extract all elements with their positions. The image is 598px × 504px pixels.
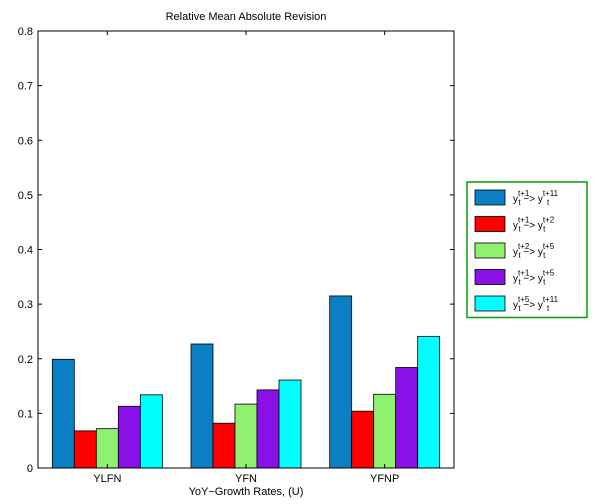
bars-group [51,295,441,469]
legend-swatch-series-4 [474,269,506,285]
bar-yfnp-series-2 [351,410,375,469]
y-tick-label: 0.7 [18,81,33,93]
bar-yfn-series-2 [212,422,236,469]
bar-ylfn-series-4 [117,405,141,469]
legend-swatch-series-1 [474,189,506,206]
bar-yfn-series-3 [234,403,258,469]
legend-entry-series-1: yt+1 t −> yt+11 t [513,189,559,207]
bar-ylfn-series-5 [139,394,163,469]
x-axis-label: YoY−Growth Rates, (U) [189,486,304,498]
bar-yfnp-series-3 [373,393,397,469]
legend-entry-series-5: yt+5 t −> yt+11 t [513,295,559,313]
legend-entry-series-3: yt+2 t −> yt+5 t [513,242,555,260]
y-tick-label: 0.2 [18,354,33,366]
bar-ylfn-series-1 [51,358,75,469]
y-tick-label: 0.3 [18,299,33,311]
y-tick-label: 0 [27,463,33,475]
legend-swatch-series-2 [474,216,506,232]
x-tick-label-yfn: YFN [235,473,257,485]
y-tick-label: 0.1 [18,408,33,420]
x-tick-label-yfnp: YFNP [370,473,399,485]
bar-yfn-series-5 [278,379,302,469]
bar-yfn-series-4 [256,389,280,469]
legend-swatch-series-5 [474,295,506,312]
axes-group: 0 0.1 0.2 0.3 0.4 0.5 0.6 0.7 0.8 YLFN YFN YFNP [18,26,454,485]
y-tick-label: 0.8 [18,26,33,38]
y-tick-label: 0.5 [18,190,33,202]
bar-yfnp-series-5 [417,335,441,469]
y-tick-label: 0.6 [18,135,33,147]
legend-entry-series-2: yt+1 t −> yt+2 t [513,216,555,234]
bar-ylfn-series-2 [73,430,97,469]
bar-yfnp-series-4 [395,367,419,469]
legend: yt+1 t −> yt+11 t yt+1 t −> yt+2 t yt+2 t −> yt… [466,181,588,319]
bar-ylfn-series-3 [95,428,119,469]
bar-yfnp-series-1 [329,295,353,469]
y-tick-label: 0.4 [18,245,33,257]
legend-entry-series-4: yt+1 t −> yt+5 t [513,269,555,287]
legend-swatch-series-3 [474,242,506,259]
bar-yfn-series-1 [190,343,214,469]
x-tick-label-ylfn: YLFN [93,473,121,485]
chart-title: Relative Mean Absolute Revision [166,11,327,23]
